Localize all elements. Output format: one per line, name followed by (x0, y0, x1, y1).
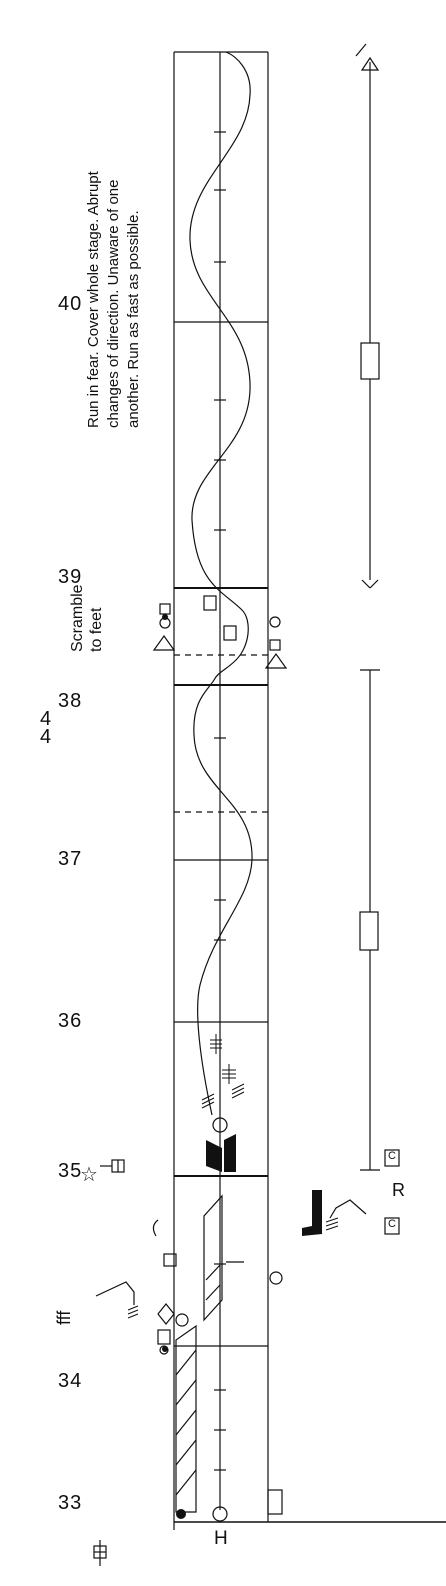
dynamic-marking: fff (54, 1310, 74, 1325)
pin-symbol-b (223, 625, 237, 641)
measure-number-35: 35 (58, 1160, 83, 1182)
circle-box-symbol-left (159, 603, 171, 615)
floor-pin-symbol (267, 1489, 283, 1515)
instruction-line-1: Run in fear. Cover whole stage. Abrupt (85, 171, 102, 428)
measure-number-40: 40 (58, 293, 83, 315)
hold-circle-bottom (212, 1506, 228, 1522)
side-box-top (384, 1149, 400, 1167)
side-box-bottom (384, 1217, 400, 1235)
star-icon: ☆ (80, 1164, 98, 1186)
left-arm-hook (95, 1281, 135, 1305)
time-signature-bottom: 4 (40, 726, 53, 748)
scramble-note: Scramble to feet (68, 584, 106, 652)
side-glyph-bottom: C (388, 1218, 396, 1230)
measure-number-38: 38 (58, 690, 83, 712)
left-arm-hatch (127, 1305, 139, 1319)
side-glyph-top: C (388, 1150, 396, 1162)
pin-symbol-a (203, 595, 217, 611)
center-ticks (214, 131, 226, 1471)
scramble-note-line-2: to feet (88, 607, 105, 652)
ring-symbol-right-34 (269, 1271, 283, 1285)
stage-pin-icon (100, 1159, 125, 1173)
filled-dot-34 (162, 1346, 168, 1352)
filled-dot-39 (162, 614, 168, 620)
turn-sign-right (264, 652, 288, 669)
hatched-body-bar (175, 1324, 197, 1513)
black-wedge-b (224, 1134, 236, 1172)
measure-number-39: 39 (58, 566, 83, 588)
instruction-line-2: changes of direction. Unaware of one (105, 179, 122, 429)
measure-number-36: 36 (58, 1010, 83, 1032)
black-support-bar (302, 1190, 322, 1236)
slanted-support-symbol (203, 1194, 223, 1322)
stage-pin-icon-bottom (93, 1540, 107, 1566)
hold-box-symbol (163, 1253, 177, 1267)
path-sign-box-lower (359, 911, 379, 951)
path-sign-long-top (355, 43, 380, 589)
diamond-symbol (157, 1303, 175, 1325)
circle-box-symbol-right (269, 639, 281, 651)
right-arm-hatch (325, 1217, 339, 1231)
performance-instructions: Run in fear. Cover whole stage. Abrupt c… (84, 171, 144, 428)
ring-symbol-34 (175, 1313, 189, 1327)
time-signature-top: 4 (40, 708, 53, 730)
measure-number-37: 37 (58, 848, 83, 870)
filled-dot-bottom (176, 1509, 186, 1519)
measure-number-34: 34 (58, 1370, 83, 1392)
black-wedge-a (206, 1140, 222, 1172)
running-path-curve (189, 51, 253, 1116)
hold-circle-35 (212, 1117, 228, 1133)
body-box-symbol (157, 1329, 171, 1345)
center-line-label: H (214, 1528, 228, 1549)
arc-symbol (152, 1219, 159, 1237)
dot-ring-symbol (159, 1345, 169, 1355)
measure-number-33: 33 (58, 1492, 83, 1514)
side-letter: R (392, 1180, 405, 1200)
instruction-line-3: another. Run as fast as possible. (125, 210, 142, 428)
scramble-note-line-1: Scramble (69, 584, 86, 652)
turn-sign-left (152, 634, 176, 651)
right-arm-hook (329, 1199, 367, 1219)
path-sign-box-upper (360, 342, 380, 380)
release-hatch-marks (201, 1034, 245, 1109)
ring-symbol-right (269, 616, 281, 628)
